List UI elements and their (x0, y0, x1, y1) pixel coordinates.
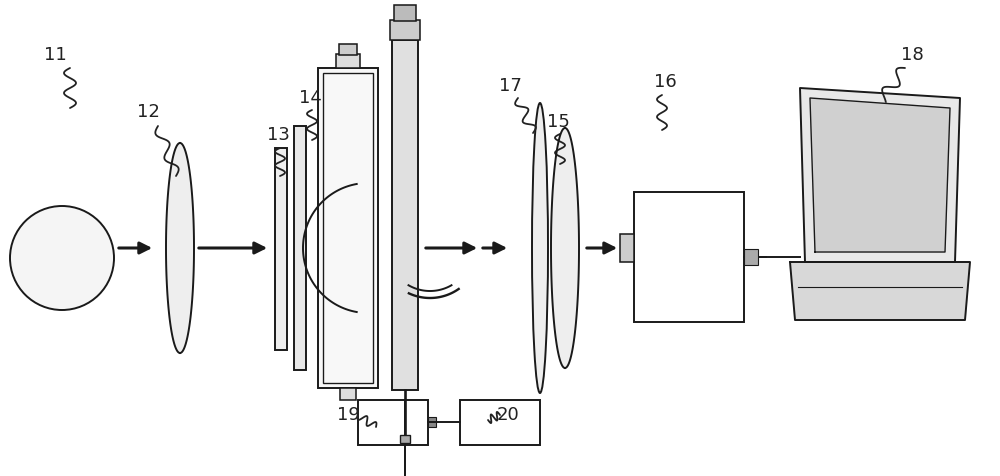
Polygon shape (551, 128, 579, 368)
Bar (294, 126, 306, 370)
Text: 19: 19 (337, 406, 359, 424)
Bar (390, 20, 420, 40)
Bar (358, 400, 428, 445)
Bar (620, 234, 634, 262)
Text: 12: 12 (137, 103, 159, 121)
Polygon shape (166, 143, 194, 353)
Text: 20: 20 (497, 406, 519, 424)
Bar (460, 400, 540, 445)
Bar (744, 249, 758, 265)
Bar (275, 148, 287, 350)
Text: 13: 13 (267, 126, 289, 144)
Bar (394, 5, 416, 21)
Text: 14: 14 (299, 89, 321, 107)
Bar (400, 435, 410, 443)
Bar (392, 40, 418, 390)
Ellipse shape (532, 103, 548, 393)
Text: 11: 11 (44, 46, 66, 64)
Bar (340, 388, 356, 400)
Bar (336, 54, 360, 68)
Bar (634, 192, 744, 322)
Bar (428, 417, 436, 427)
Bar (339, 44, 357, 55)
Bar (323, 73, 373, 383)
Text: 16: 16 (654, 73, 676, 91)
Text: 18: 18 (901, 46, 923, 64)
Circle shape (10, 206, 114, 310)
Polygon shape (800, 88, 960, 262)
Bar (318, 68, 378, 388)
Polygon shape (810, 98, 950, 252)
Text: 15: 15 (547, 113, 569, 131)
Polygon shape (790, 262, 970, 320)
Text: 17: 17 (499, 77, 521, 95)
